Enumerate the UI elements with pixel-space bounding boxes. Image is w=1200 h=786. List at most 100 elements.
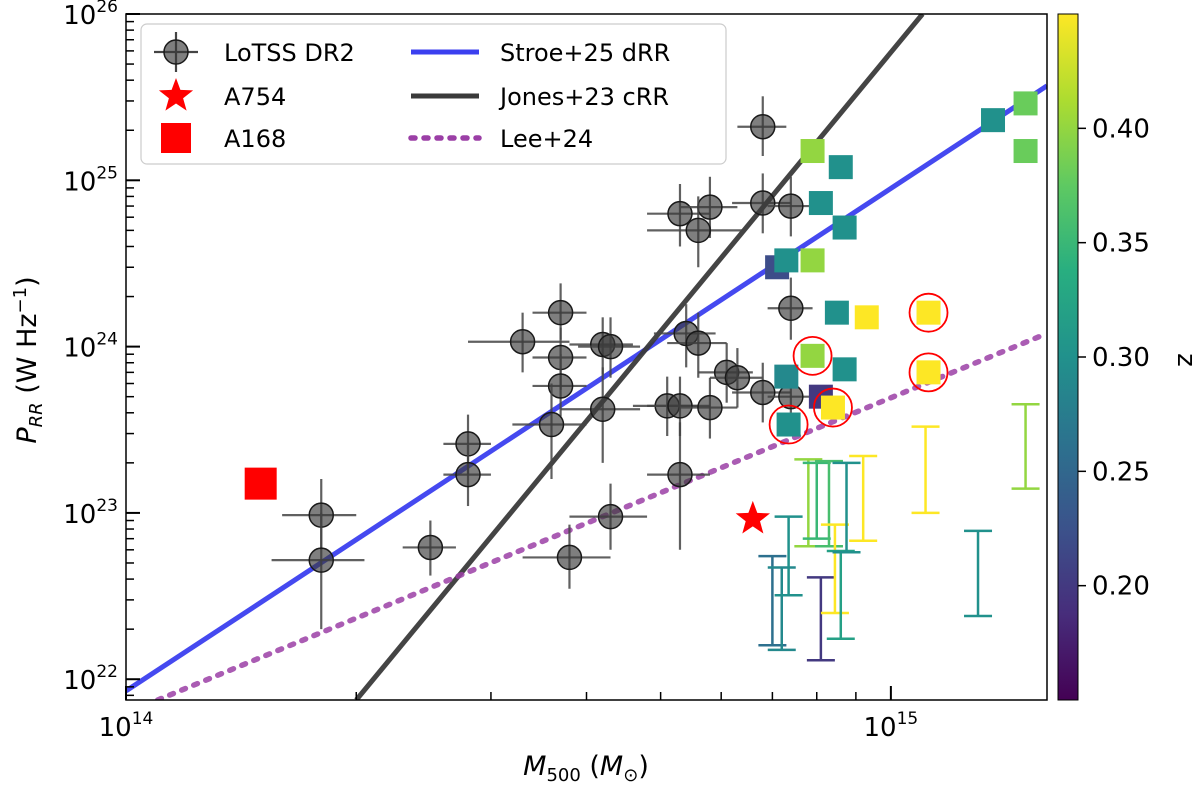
lotss-marker — [597, 333, 624, 360]
legend-label: LoTSS DR2 — [224, 39, 355, 67]
highlight-circle-3 — [908, 292, 949, 333]
lotss-marker — [697, 194, 723, 220]
lotss-point-1 — [271, 512, 365, 630]
colorbar: z 0.20 0.25 0.30 0.35 0.40 — [1057, 13, 1200, 701]
lotss-marker — [778, 295, 804, 322]
lotss-marker — [667, 461, 693, 488]
upper-limits — [758, 403, 1040, 662]
lotss-point-26 — [732, 362, 791, 423]
lotss-marker — [685, 217, 712, 244]
lotss-point-10 — [522, 524, 611, 589]
lotss-point-9 — [512, 383, 587, 479]
legend-label: Lee+24 — [500, 125, 593, 153]
cluster-square-20 — [1013, 139, 1038, 164]
legend-label: A168 — [224, 125, 286, 153]
lotss-marker — [547, 373, 574, 399]
lotss-point-25 — [709, 348, 763, 408]
lotss-point-23 — [647, 196, 743, 268]
lotss-point-5 — [468, 312, 570, 373]
colorbar-tick-label-0: 0.20 — [1092, 572, 1150, 602]
upper-limit-9 — [832, 461, 861, 554]
legend: LoTSS DR2 A754 A168 Stroe+25 dRR Jones+23 cR… — [140, 23, 727, 165]
y-tick-label-0: 1022 — [63, 662, 118, 696]
legend-entry-4: Jones+23 cRR — [411, 83, 669, 111]
lotss-point-13 — [560, 367, 641, 463]
cluster-square-16 — [916, 300, 941, 325]
y-tick-label-1: 1023 — [63, 496, 118, 530]
lotss-marker — [667, 200, 693, 227]
y-tick-label-2: 1024 — [63, 330, 118, 364]
y-tick-label-4: 1026 — [63, 0, 118, 31]
lotss-point-30 — [767, 277, 813, 340]
upper-limit-4 — [802, 461, 831, 540]
lotss-marker — [308, 547, 335, 573]
colorbar-gradient — [1057, 13, 1079, 701]
upper-limit-7 — [820, 523, 849, 615]
lotss-point-19 — [667, 312, 727, 378]
lotss-point-2 — [402, 520, 456, 576]
legend-entry-2: A168 — [161, 123, 286, 153]
legend-marker-circle — [163, 39, 189, 65]
legend-label: Stroe+25 dRR — [500, 39, 670, 67]
lotss-marker — [750, 190, 776, 216]
colorbar-title: z — [1171, 353, 1200, 367]
upper-limit-3 — [794, 458, 823, 548]
upper-limit-10 — [849, 454, 878, 543]
lotss-marker — [750, 113, 776, 140]
lotss-marker — [597, 503, 624, 530]
upper-limit-12 — [964, 529, 993, 618]
legend-marker-star — [158, 78, 194, 111]
upper-limit-5 — [806, 576, 835, 662]
upper-limit-13 — [1011, 403, 1040, 490]
lotss-point-29 — [767, 176, 813, 237]
y-axis-title: PRR (W Hz−1) — [10, 276, 47, 443]
upper-limit-6 — [814, 459, 843, 548]
colorbar-tick-label-4: 0.40 — [1092, 114, 1150, 144]
upper-limit-2 — [774, 515, 803, 597]
lotss-point-17 — [647, 422, 710, 550]
x-tick-label-1: 1015 — [864, 709, 919, 743]
fit-line-0 — [126, 83, 1047, 694]
cluster-square-3 — [774, 364, 799, 389]
y-tick-label-3: 1025 — [63, 163, 118, 197]
x-axis-title: M500 (M⊙) — [523, 751, 649, 786]
cluster-square-17 — [916, 360, 941, 385]
lotss-marker — [667, 393, 693, 419]
legend-entry-5: Lee+24 — [408, 125, 593, 153]
cluster-square-5 — [800, 139, 825, 164]
colorbar-tick-label-2: 0.30 — [1092, 343, 1150, 373]
lotss-point-0 — [282, 478, 357, 550]
lotss-marker — [778, 193, 804, 219]
highlight-circle-0 — [768, 404, 809, 445]
lotss-point-20 — [679, 377, 738, 439]
axes: 1014 1015 1022 1023 1024 1025 1026 — [63, 0, 918, 743]
lotss-marker — [556, 544, 583, 571]
lotss-marker — [417, 534, 444, 561]
cluster-square-15 — [854, 305, 879, 330]
cluster-square-2 — [774, 248, 799, 273]
cluster-square-12 — [828, 155, 853, 180]
lotss-marker — [685, 330, 712, 356]
legend-label: Jones+23 cRR — [498, 83, 669, 111]
cluster-square-7 — [800, 343, 825, 368]
x-tick-label-0: 1014 — [99, 709, 154, 743]
highlight-circle-4 — [908, 352, 949, 393]
lotss-point-27 — [737, 96, 787, 157]
a168-square — [244, 467, 277, 500]
lotss-points — [271, 96, 813, 630]
cluster-square-8 — [808, 191, 833, 216]
cluster-square-18 — [981, 108, 1006, 133]
cluster-square-4 — [776, 412, 801, 437]
upper-limit-1 — [767, 566, 796, 652]
lotss-point-4 — [443, 443, 491, 507]
special-markers — [735, 292, 949, 534]
fit-line-1 — [354, 14, 925, 700]
legend-entry-3: Stroe+25 dRR — [411, 39, 670, 67]
legend-marker-square — [161, 123, 191, 153]
lotss-marker — [509, 328, 536, 355]
colorbar-tick-label-1: 0.25 — [1092, 457, 1150, 487]
cluster-square-10 — [820, 395, 845, 420]
legend-label: A754 — [224, 83, 286, 111]
lotss-point-14 — [569, 483, 648, 550]
